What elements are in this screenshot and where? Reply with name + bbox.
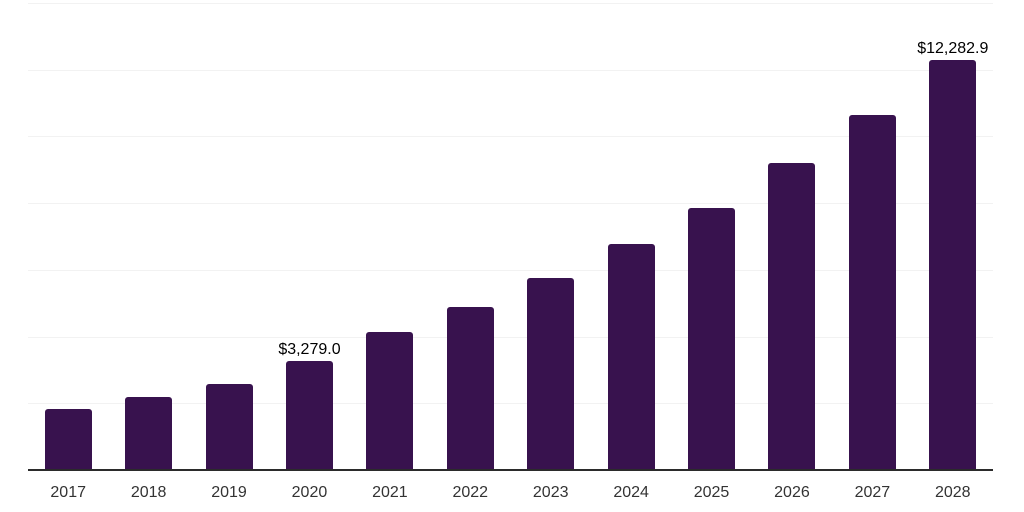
- data-label-2020: $3,279.0: [278, 340, 341, 358]
- data-label-2028: $12,282.9: [917, 40, 989, 58]
- bar-2019: [205, 383, 253, 470]
- bar-2026: [768, 163, 816, 470]
- x-tick-label-2028: 2028: [934, 484, 971, 501]
- gridline-6000: [28, 269, 993, 271]
- gridline-14000: [28, 3, 993, 4]
- bar-2020: [285, 360, 333, 470]
- x-tick-label-2023: 2023: [532, 484, 569, 501]
- x-tick-label-2022: 2022: [452, 484, 489, 501]
- bar-2021: [366, 332, 414, 470]
- x-axis-line: [28, 469, 993, 471]
- bar-2028: [929, 60, 977, 470]
- gridline-2000: [28, 403, 993, 405]
- x-tick-label-2024: 2024: [613, 484, 649, 501]
- x-tick-label-2017: 2017: [50, 484, 86, 501]
- x-tick-label-2020: 2020: [291, 484, 328, 501]
- x-tick-label-2027: 2027: [854, 484, 891, 501]
- bar-2025: [688, 208, 736, 470]
- x-tick-label-2019: 2019: [211, 484, 247, 501]
- bar-2023: [527, 278, 575, 470]
- x-tick-label-2025: 2025: [693, 484, 730, 501]
- bar-2018: [125, 396, 173, 470]
- gridline-12000: [28, 69, 993, 71]
- x-tick-label-2026: 2026: [774, 484, 810, 501]
- bar-2024: [607, 244, 655, 470]
- gridline-10000: [28, 136, 993, 138]
- bar-2017: [44, 408, 92, 470]
- x-tick-label-2021: 2021: [372, 484, 408, 501]
- bar-2022: [446, 307, 494, 470]
- bar-2027: [848, 115, 896, 470]
- gridline-4000: [28, 336, 993, 338]
- gridline-8000: [28, 203, 993, 205]
- x-tick-label-2018: 2018: [130, 484, 167, 501]
